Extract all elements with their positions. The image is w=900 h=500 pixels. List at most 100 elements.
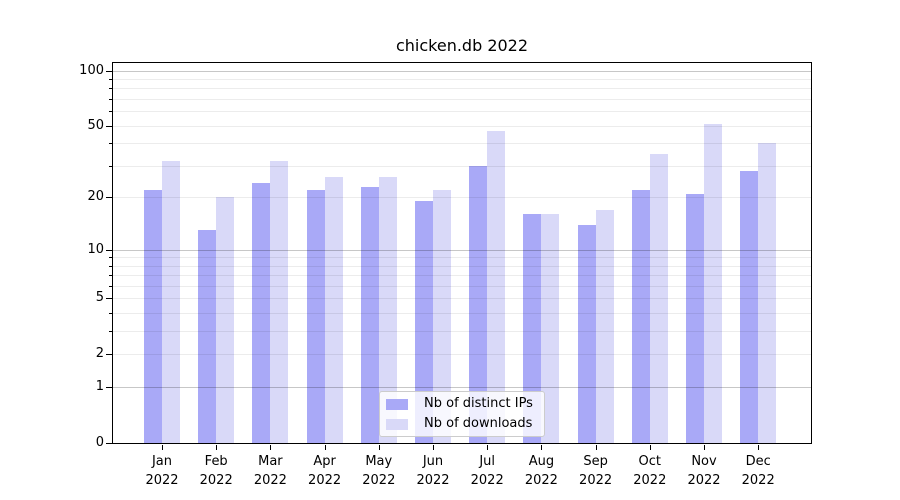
x-tick-month: Aug — [528, 454, 555, 469]
gridline-minor — [113, 354, 811, 356]
y-minor-tick-mark — [109, 313, 112, 315]
bar-downloads — [487, 130, 506, 443]
gridline-minor — [113, 275, 811, 277]
x-tick-label: Jul 2022 — [455, 452, 519, 490]
x-tick-year: 2022 — [741, 473, 775, 488]
bar-downloads — [378, 177, 397, 443]
bar-downloads — [162, 160, 180, 443]
bar-distinct-ips — [306, 190, 325, 443]
bar-distinct-ips — [144, 190, 162, 443]
x-tick-month: Jul — [479, 454, 496, 469]
y-tick-mark — [106, 70, 112, 72]
bar-distinct-ips — [252, 183, 271, 443]
x-tick-label: Dec 2022 — [726, 452, 790, 490]
bars-layer — [113, 63, 811, 443]
bar-downloads — [433, 190, 451, 443]
y-minor-tick-mark — [109, 111, 112, 113]
x-tick-label: May 2022 — [347, 452, 411, 490]
x-tick-label: Aug 2022 — [509, 452, 573, 490]
x-tick-month: Nov — [691, 454, 717, 469]
bar-distinct-ips — [577, 224, 596, 443]
y-tick-label: 5 — [95, 290, 104, 306]
bar-distinct-ips — [686, 193, 704, 443]
y-minor-tick-mark — [109, 331, 112, 333]
x-tick-year: 2022 — [524, 473, 558, 488]
y-tick-mark — [106, 197, 112, 199]
x-tick-year: 2022 — [687, 473, 721, 488]
legend-swatch-distinct-ips — [386, 398, 408, 410]
x-tick-label: Mar 2022 — [238, 452, 302, 490]
y-minor-tick-mark — [109, 88, 112, 90]
y-tick-label: 100 — [79, 62, 104, 78]
y-minor-tick-mark — [109, 257, 112, 259]
y-tick-mark — [106, 249, 112, 251]
x-tick-year: 2022 — [633, 473, 667, 488]
x-tick-mark — [324, 445, 326, 450]
legend-item-downloads: Nb of downloads — [386, 415, 538, 433]
bar-downloads — [541, 214, 560, 443]
x-tick-mark — [433, 445, 434, 450]
x-tick-mark — [541, 445, 543, 450]
x-tick-month: May — [365, 454, 393, 469]
gridline-minor — [113, 88, 811, 90]
x-tick-year: 2022 — [145, 473, 179, 488]
x-tick-mark — [270, 445, 272, 450]
x-tick-year: 2022 — [253, 473, 287, 488]
legend-item-distinct-ips: Nb of distinct IPs — [386, 395, 538, 413]
bar-downloads — [704, 124, 722, 443]
x-tick-label: Oct 2022 — [618, 452, 682, 490]
x-tick-label: Jan 2022 — [130, 452, 194, 490]
plot-area: Nb of distinct IPs Nb of downloads — [112, 62, 812, 444]
gridline-minor — [113, 79, 811, 80]
x-tick-month: Apr — [313, 454, 336, 469]
chart-title: chicken.db 2022 — [395, 36, 529, 55]
gridline-minor — [113, 197, 811, 199]
gridline-minor — [113, 313, 811, 315]
x-tick-mark — [595, 445, 597, 450]
x-tick-month: Jun — [422, 454, 444, 469]
y-tick-label: 20 — [87, 189, 104, 205]
y-minor-tick-mark — [109, 79, 112, 80]
bar-distinct-ips — [198, 230, 217, 443]
gridline-minor — [113, 99, 811, 100]
legend-label-distinct-ips: Nb of distinct IPs — [424, 396, 533, 411]
y-tick-label: 2 — [95, 346, 104, 362]
x-tick-year: 2022 — [470, 473, 504, 488]
gridline-major — [113, 387, 811, 389]
gridline-major — [113, 249, 811, 251]
y-tick-mark — [106, 354, 112, 356]
x-tick-month: Jan — [151, 454, 173, 469]
x-tick-month: Sep — [583, 454, 608, 469]
x-tick-year: 2022 — [199, 473, 233, 488]
y-minor-tick-mark — [109, 275, 112, 277]
gridline-minor — [113, 298, 811, 300]
gridline-minor — [113, 331, 811, 333]
x-tick-label: Jun 2022 — [401, 452, 465, 490]
y-tick-mark — [106, 298, 112, 300]
y-tick-label: 0 — [95, 435, 104, 450]
x-tick-label: Nov 2022 — [672, 452, 736, 490]
x-tick-mark — [758, 445, 760, 450]
y-minor-tick-mark — [109, 99, 112, 100]
gridline-major — [113, 70, 811, 72]
x-tick-mark — [649, 445, 651, 450]
bar-downloads — [270, 160, 289, 443]
bar-distinct-ips — [740, 171, 759, 443]
legend: Nb of distinct IPs Nb of downloads — [379, 391, 545, 437]
y-tick-mark — [106, 387, 112, 389]
x-tick-mark — [162, 445, 163, 450]
x-tick-label: Apr 2022 — [293, 452, 357, 490]
y-minor-tick-mark — [109, 165, 112, 167]
bar-downloads — [595, 209, 614, 443]
bar-distinct-ips — [631, 190, 650, 443]
x-tick-year: 2022 — [308, 473, 342, 488]
y-minor-tick-mark — [109, 265, 112, 267]
gridline-minor — [113, 143, 811, 145]
x-tick-year: 2022 — [579, 473, 613, 488]
y-minor-tick-mark — [109, 286, 112, 287]
y-tick-mark — [106, 125, 112, 127]
y-tick-label: 10 — [87, 241, 104, 257]
x-tick-mark — [704, 445, 705, 450]
x-tick-mark — [378, 445, 380, 450]
bar-distinct-ips — [523, 214, 542, 443]
